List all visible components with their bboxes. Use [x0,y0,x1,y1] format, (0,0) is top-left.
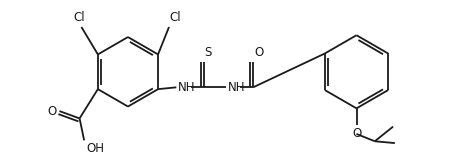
Text: O: O [47,105,57,118]
Text: OH: OH [86,142,104,155]
Text: O: O [352,127,361,140]
Text: S: S [205,46,212,59]
Text: NH: NH [178,81,196,94]
Text: NH: NH [227,81,245,94]
Text: O: O [254,46,263,59]
Text: Cl: Cl [169,11,181,24]
Text: Cl: Cl [74,11,85,24]
